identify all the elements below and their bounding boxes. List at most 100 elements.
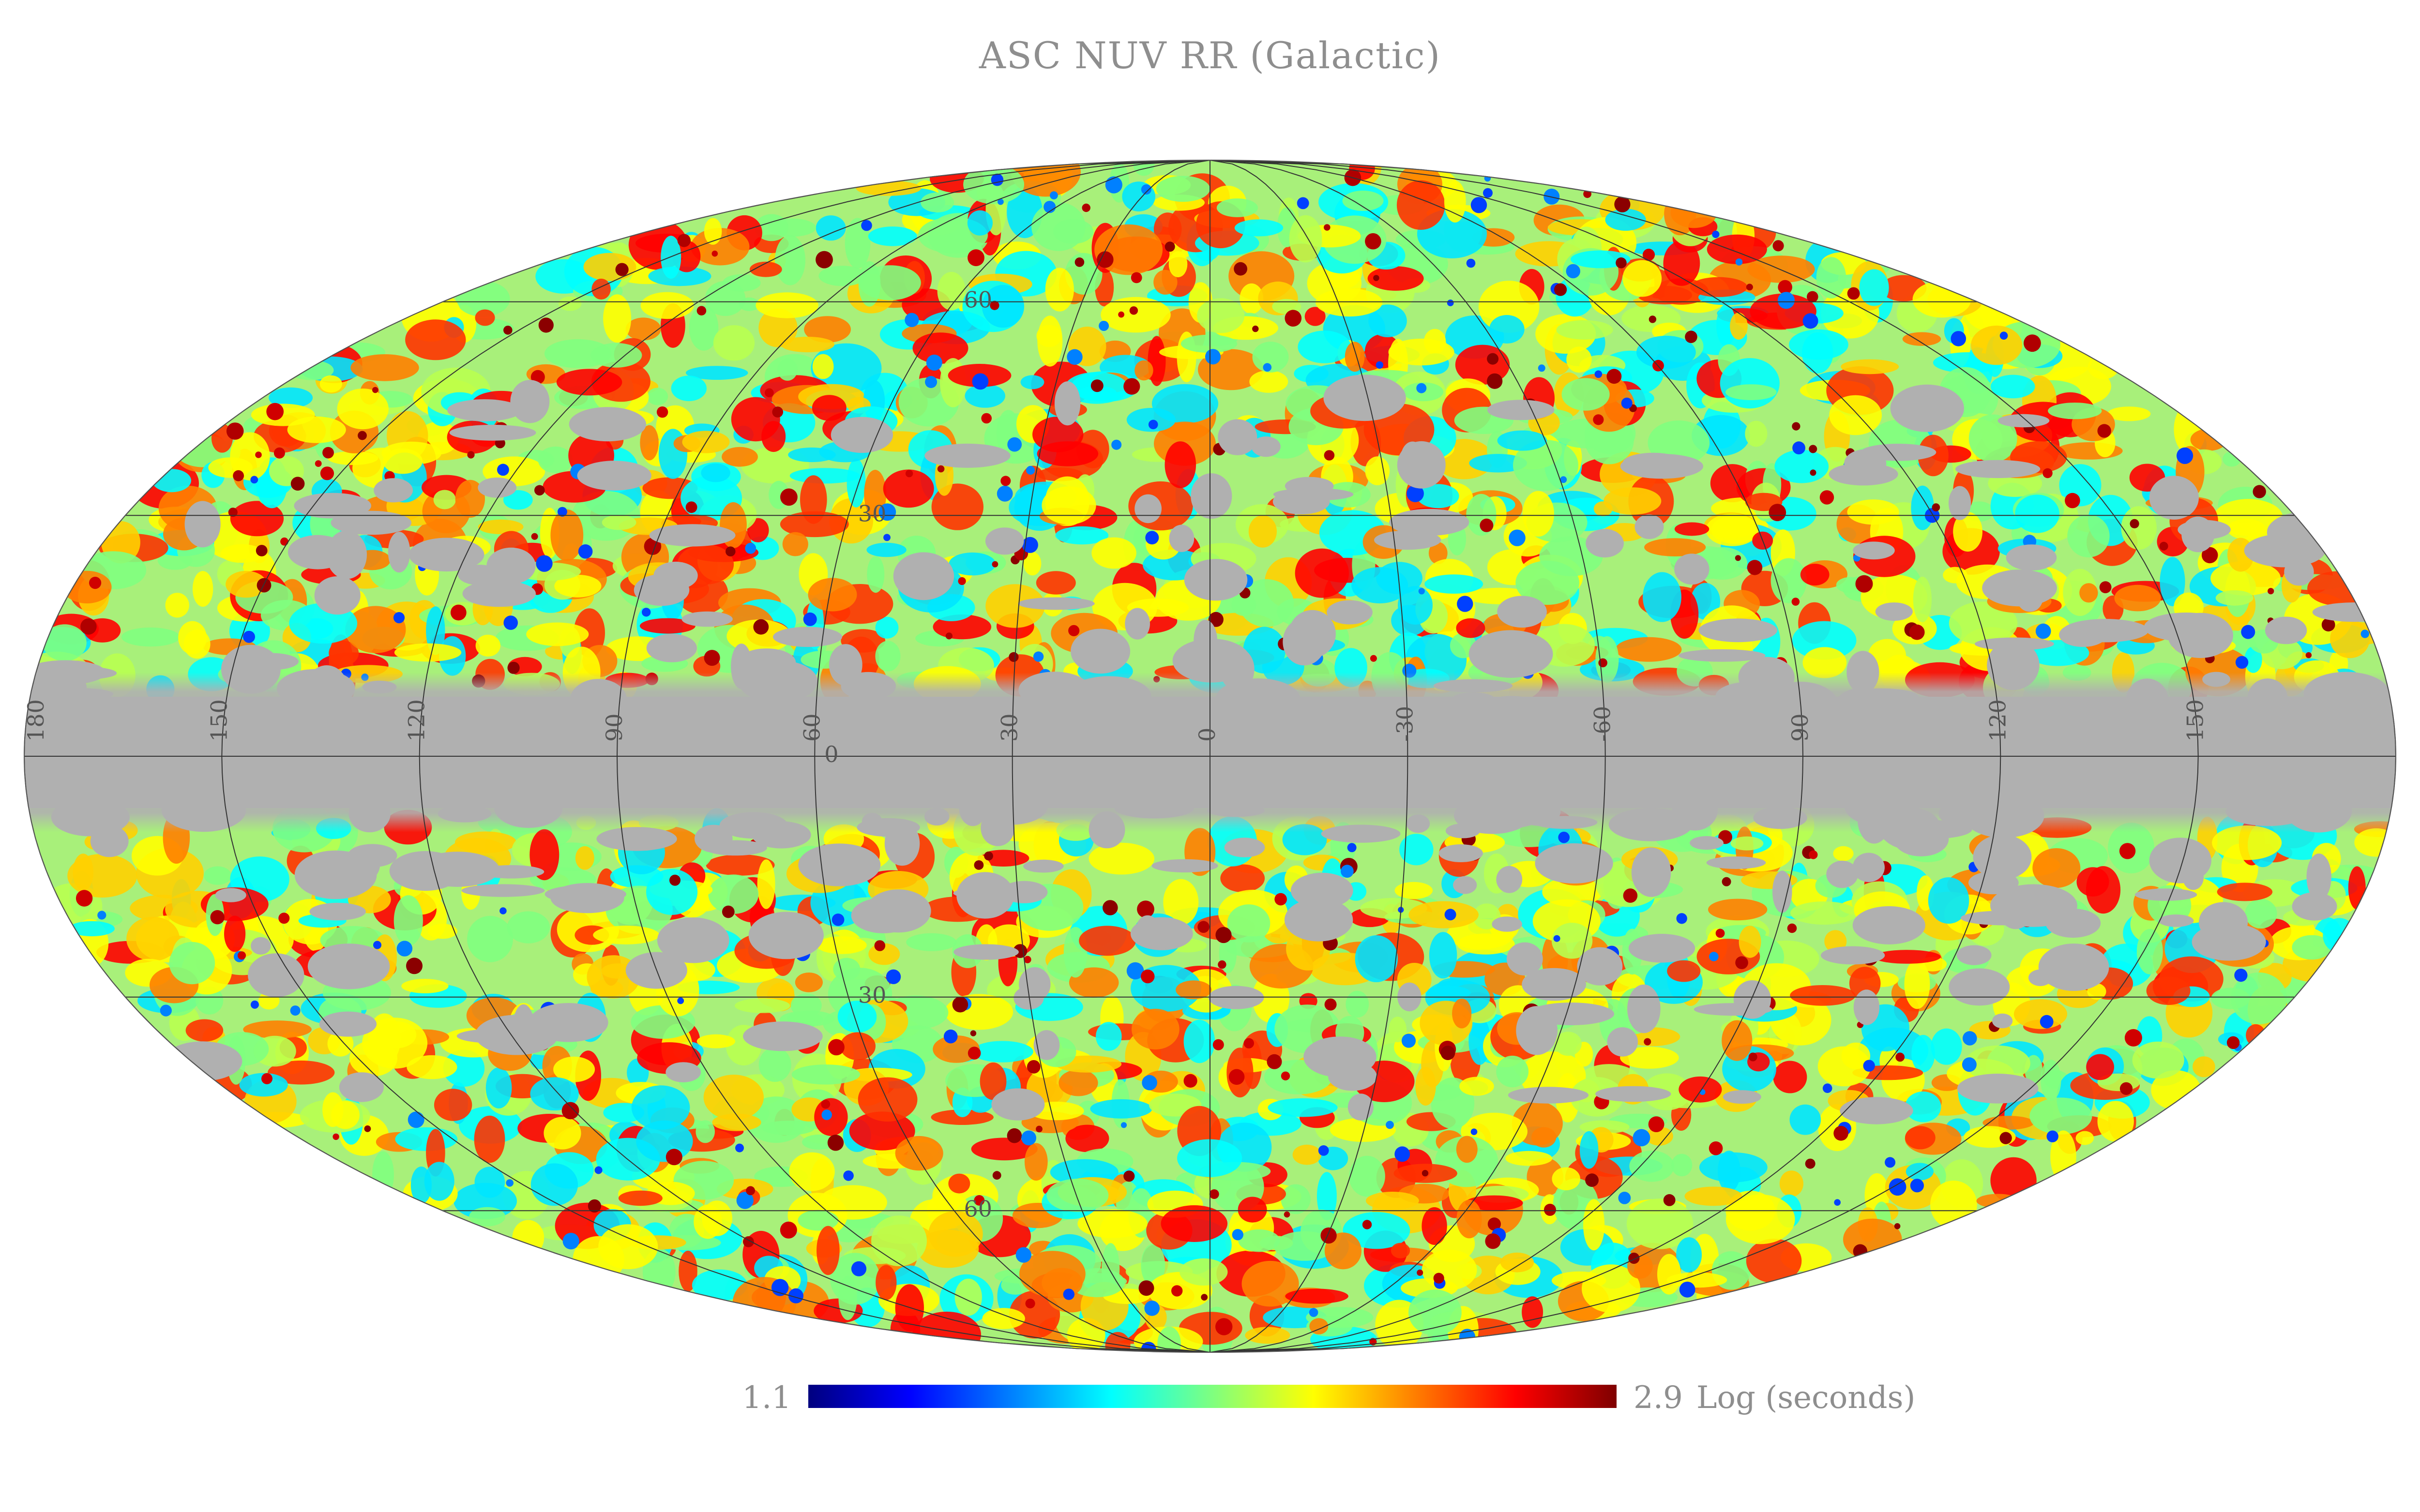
masked-patch	[1672, 788, 1718, 831]
sky-pixel	[2217, 883, 2273, 901]
sky-pixel	[1485, 1233, 1501, 1249]
sky-pixel	[1730, 313, 1748, 340]
sky-pixel	[1509, 529, 1526, 546]
sky-pixel	[2231, 972, 2287, 1024]
sky-pixel	[499, 907, 507, 914]
sky-pixel	[1834, 1199, 1841, 1206]
sky-pixel	[268, 1060, 335, 1085]
sky-pixel	[1342, 191, 1384, 211]
sky-pixel	[376, 1021, 417, 1048]
sky-pixel	[594, 1166, 603, 1174]
masked-patch	[309, 902, 366, 921]
sky-pixel	[1679, 1281, 1695, 1298]
sky-pixel	[2041, 1060, 2061, 1101]
sky-pixel	[76, 890, 93, 907]
sky-pixel	[1777, 292, 1795, 309]
masked-patch	[1453, 876, 1477, 894]
sky-pixel	[1046, 1179, 1109, 1212]
sky-pixel	[685, 366, 748, 380]
sky-pixel	[266, 403, 284, 420]
sky-pixel	[2354, 828, 2396, 857]
sky-pixel	[2146, 976, 2191, 1005]
sky-pixel	[1774, 449, 1829, 483]
sky-pixel	[506, 1179, 514, 1187]
sky-pixel	[1365, 233, 1381, 250]
sky-pixel	[1885, 1157, 1896, 1168]
masked-patch	[1846, 651, 1879, 694]
sky-pixel	[1099, 321, 1109, 331]
sky-pixel	[1690, 277, 1748, 297]
masked-patch	[1374, 530, 1441, 550]
masked-patch	[1982, 569, 2057, 607]
sky-pixel	[1065, 1124, 1109, 1153]
sky-pixel	[1037, 441, 1099, 466]
sky-pixel	[556, 369, 622, 396]
sky-pixel	[165, 593, 189, 618]
sky-pixel	[967, 210, 993, 236]
sky-pixel	[1807, 291, 1818, 303]
sky-pixel	[1667, 960, 1701, 982]
masked-patch	[1627, 984, 1661, 1033]
sky-pixel	[1623, 888, 1638, 903]
sky-pixel	[401, 979, 449, 993]
sky-pixel	[536, 555, 553, 572]
sky-pixel	[2075, 1131, 2094, 1145]
sky-pixel	[772, 406, 783, 418]
sky-pixel	[1715, 928, 1725, 938]
sky-pixel	[1792, 621, 1857, 660]
sky-pixel	[1802, 332, 1833, 374]
sky-pixel	[554, 574, 602, 598]
sky-pixel	[89, 577, 102, 589]
sky-pixel	[1134, 360, 1153, 381]
sky-pixel	[1077, 1209, 1148, 1238]
sky-pixel	[1583, 1199, 1605, 1251]
masked-patch	[1690, 836, 1724, 850]
sky-pixel	[1894, 1223, 1901, 1229]
sky-pixel	[2226, 1036, 2240, 1049]
sky-pixel	[1428, 542, 1448, 565]
sky-pixel	[2029, 1097, 2092, 1135]
sky-pixel	[952, 996, 968, 1013]
sky-pixel	[1773, 1061, 1807, 1093]
masked-patch	[1071, 629, 1131, 674]
sky-pixel	[1538, 364, 1545, 372]
sky-pixel	[992, 561, 998, 568]
sky-pixel	[2097, 424, 2111, 438]
sky-pixel	[1735, 956, 1748, 969]
sky-pixel	[1422, 1170, 1429, 1177]
sky-pixel	[800, 475, 827, 524]
sky-pixel	[1368, 304, 1407, 337]
masked-patch	[347, 844, 397, 868]
masked-patch	[748, 912, 824, 959]
sky-pixel	[677, 997, 684, 1004]
sky-pixel	[1009, 1290, 1060, 1339]
sky-pixel	[224, 915, 246, 952]
sky-pixel	[1020, 375, 1044, 389]
sky-pixel	[1316, 1172, 1337, 1221]
masked-patch	[1738, 657, 1795, 697]
masked-patch	[161, 788, 246, 832]
sky-pixel	[830, 1253, 880, 1305]
sky-pixel	[426, 606, 445, 655]
sky-pixel	[1074, 257, 1085, 267]
sky-pixel	[782, 532, 808, 556]
sky-pixel	[1671, 1153, 1693, 1177]
sky-pixel	[696, 306, 707, 315]
masked-patch	[1853, 541, 1895, 560]
masked-patch	[1220, 647, 1255, 691]
sky-pixel	[2119, 1082, 2133, 1095]
sky-pixel	[544, 1117, 581, 1150]
sky-pixel	[1722, 1020, 1753, 1061]
sky-pixel	[1026, 465, 1035, 475]
sky-pixel	[1579, 1131, 1599, 1169]
masked-patch	[981, 810, 1015, 846]
masked-patch	[461, 884, 545, 897]
sky-pixel	[1720, 358, 1780, 409]
sky-pixel	[454, 1183, 517, 1219]
sky-pixel	[1910, 1179, 1924, 1193]
sky-pixel	[1642, 249, 1655, 261]
sky-pixel	[373, 941, 381, 949]
masked-patch	[1577, 947, 1623, 986]
sky-pixel	[931, 1109, 994, 1125]
sky-pixel	[1232, 1229, 1243, 1241]
